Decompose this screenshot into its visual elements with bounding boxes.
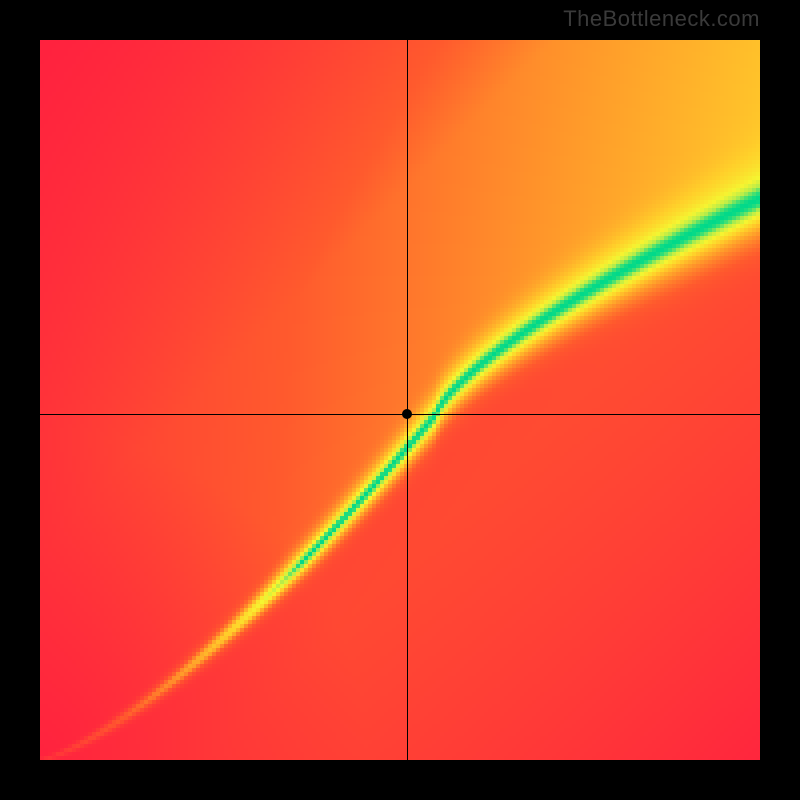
watermark-text: TheBottleneck.com xyxy=(563,6,760,32)
crosshair-horizontal xyxy=(40,414,760,415)
crosshair-vertical xyxy=(407,40,408,760)
heatmap-canvas xyxy=(40,40,760,760)
plot-area xyxy=(40,40,760,760)
crosshair-center-dot xyxy=(402,409,412,419)
chart-container: TheBottleneck.com xyxy=(0,0,800,800)
